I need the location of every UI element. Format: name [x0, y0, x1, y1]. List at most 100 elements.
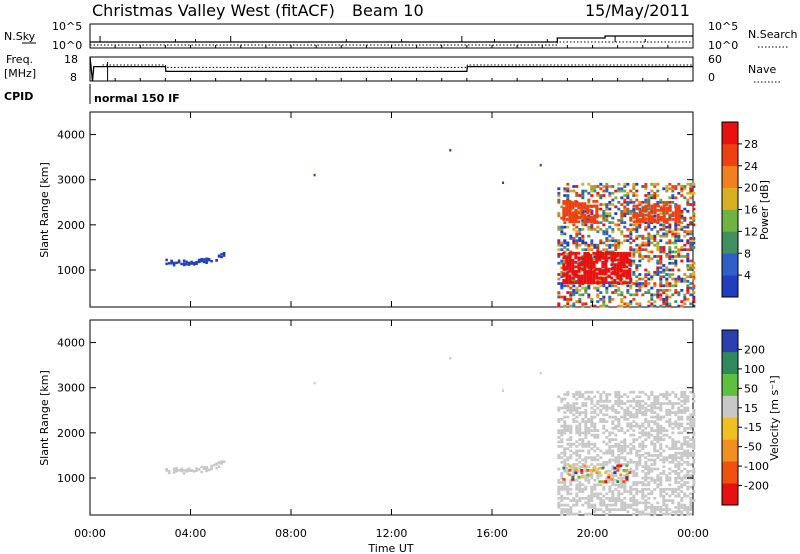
data-cell	[671, 404, 675, 408]
data-cell	[617, 447, 621, 451]
data-cell	[557, 293, 561, 297]
data-cell	[608, 399, 612, 403]
data-cell	[620, 282, 624, 285]
data-cell	[665, 211, 669, 215]
data-cell	[566, 456, 570, 460]
data-cell	[172, 467, 176, 471]
data-cell	[580, 209, 584, 212]
data-cell	[566, 424, 570, 428]
data-cell	[650, 237, 654, 240]
data-cell	[575, 429, 579, 432]
data-cell	[557, 467, 561, 471]
data-cell	[641, 440, 645, 444]
data-cell	[692, 241, 696, 245]
data-cell	[572, 469, 576, 473]
data-cell	[596, 286, 600, 290]
data-cell	[590, 304, 594, 308]
data-cell	[574, 466, 578, 470]
velocity-ylabel: Slant Range [km]	[38, 370, 51, 466]
data-cell	[659, 223, 663, 227]
data-cell	[571, 276, 575, 280]
power-cbar-swatch	[722, 209, 738, 232]
power-cbar-tick-label: 24	[744, 160, 758, 173]
data-cell	[614, 243, 618, 247]
data-cell	[575, 234, 579, 238]
data-cell	[614, 291, 618, 294]
data-cell	[596, 474, 600, 478]
data-cell	[692, 478, 696, 482]
data-cell	[562, 263, 566, 266]
data-cell	[638, 282, 642, 285]
data-cell	[689, 426, 693, 430]
data-cell	[662, 438, 666, 442]
data-cell	[195, 260, 198, 264]
data-cell	[616, 466, 620, 470]
data-cell	[671, 196, 675, 200]
data-cell	[683, 408, 687, 412]
data-cell	[662, 393, 666, 396]
data-cell	[589, 263, 593, 266]
data-cell	[665, 297, 669, 301]
data-cell	[587, 449, 591, 453]
data-cell	[692, 239, 696, 243]
data-cell	[604, 251, 608, 255]
data-cell	[578, 424, 582, 428]
data-cell	[659, 406, 663, 410]
data-cell	[568, 211, 572, 215]
data-cell	[674, 463, 678, 466]
data-cell	[674, 264, 678, 267]
data-cell	[629, 198, 633, 202]
data-cell	[569, 487, 573, 491]
data-cell	[566, 182, 570, 186]
data-cell	[635, 223, 639, 227]
data-cell	[577, 220, 581, 224]
data-cell	[583, 265, 587, 269]
data-cell	[568, 200, 572, 203]
data-cell	[587, 198, 591, 202]
data-cell	[629, 228, 633, 231]
data-cell	[557, 485, 561, 489]
data-cell	[562, 215, 566, 219]
data-cell	[692, 286, 696, 290]
data-cell	[641, 399, 645, 403]
data-cell	[659, 505, 663, 509]
data-cell	[644, 198, 648, 202]
data-cell	[620, 189, 624, 193]
data-cell	[662, 300, 666, 303]
data-cell	[629, 248, 633, 252]
data-cell	[659, 483, 663, 487]
data-cell	[560, 476, 564, 480]
data-cell	[644, 494, 648, 498]
data-cell	[635, 284, 639, 288]
data-cell	[680, 417, 684, 421]
data-cell	[610, 263, 614, 266]
data-cell	[656, 476, 660, 480]
data-cell	[650, 194, 654, 197]
data-cell	[595, 281, 599, 285]
data-cell	[638, 302, 642, 306]
data-cell	[644, 228, 648, 231]
data-cell	[680, 408, 684, 412]
data-cell	[581, 402, 585, 405]
data-cell	[659, 282, 663, 285]
data-cell	[590, 512, 594, 516]
data-cell	[635, 472, 639, 475]
data-cell	[620, 196, 624, 200]
data-cell	[593, 415, 597, 419]
data-cell	[638, 424, 642, 428]
data-cell	[635, 395, 639, 399]
data-cell	[593, 424, 597, 428]
data-cell	[653, 243, 657, 247]
data-cell	[605, 237, 609, 240]
data-cell	[584, 431, 588, 435]
data-cell	[689, 275, 693, 279]
data-cell	[638, 456, 642, 460]
data-cell	[659, 417, 663, 421]
data-cell	[665, 255, 669, 258]
data-cell	[647, 395, 651, 399]
data-cell	[601, 279, 605, 282]
data-cell	[565, 213, 569, 217]
data-cell	[605, 413, 609, 417]
data-cell	[602, 300, 606, 303]
data-cell	[625, 265, 629, 269]
